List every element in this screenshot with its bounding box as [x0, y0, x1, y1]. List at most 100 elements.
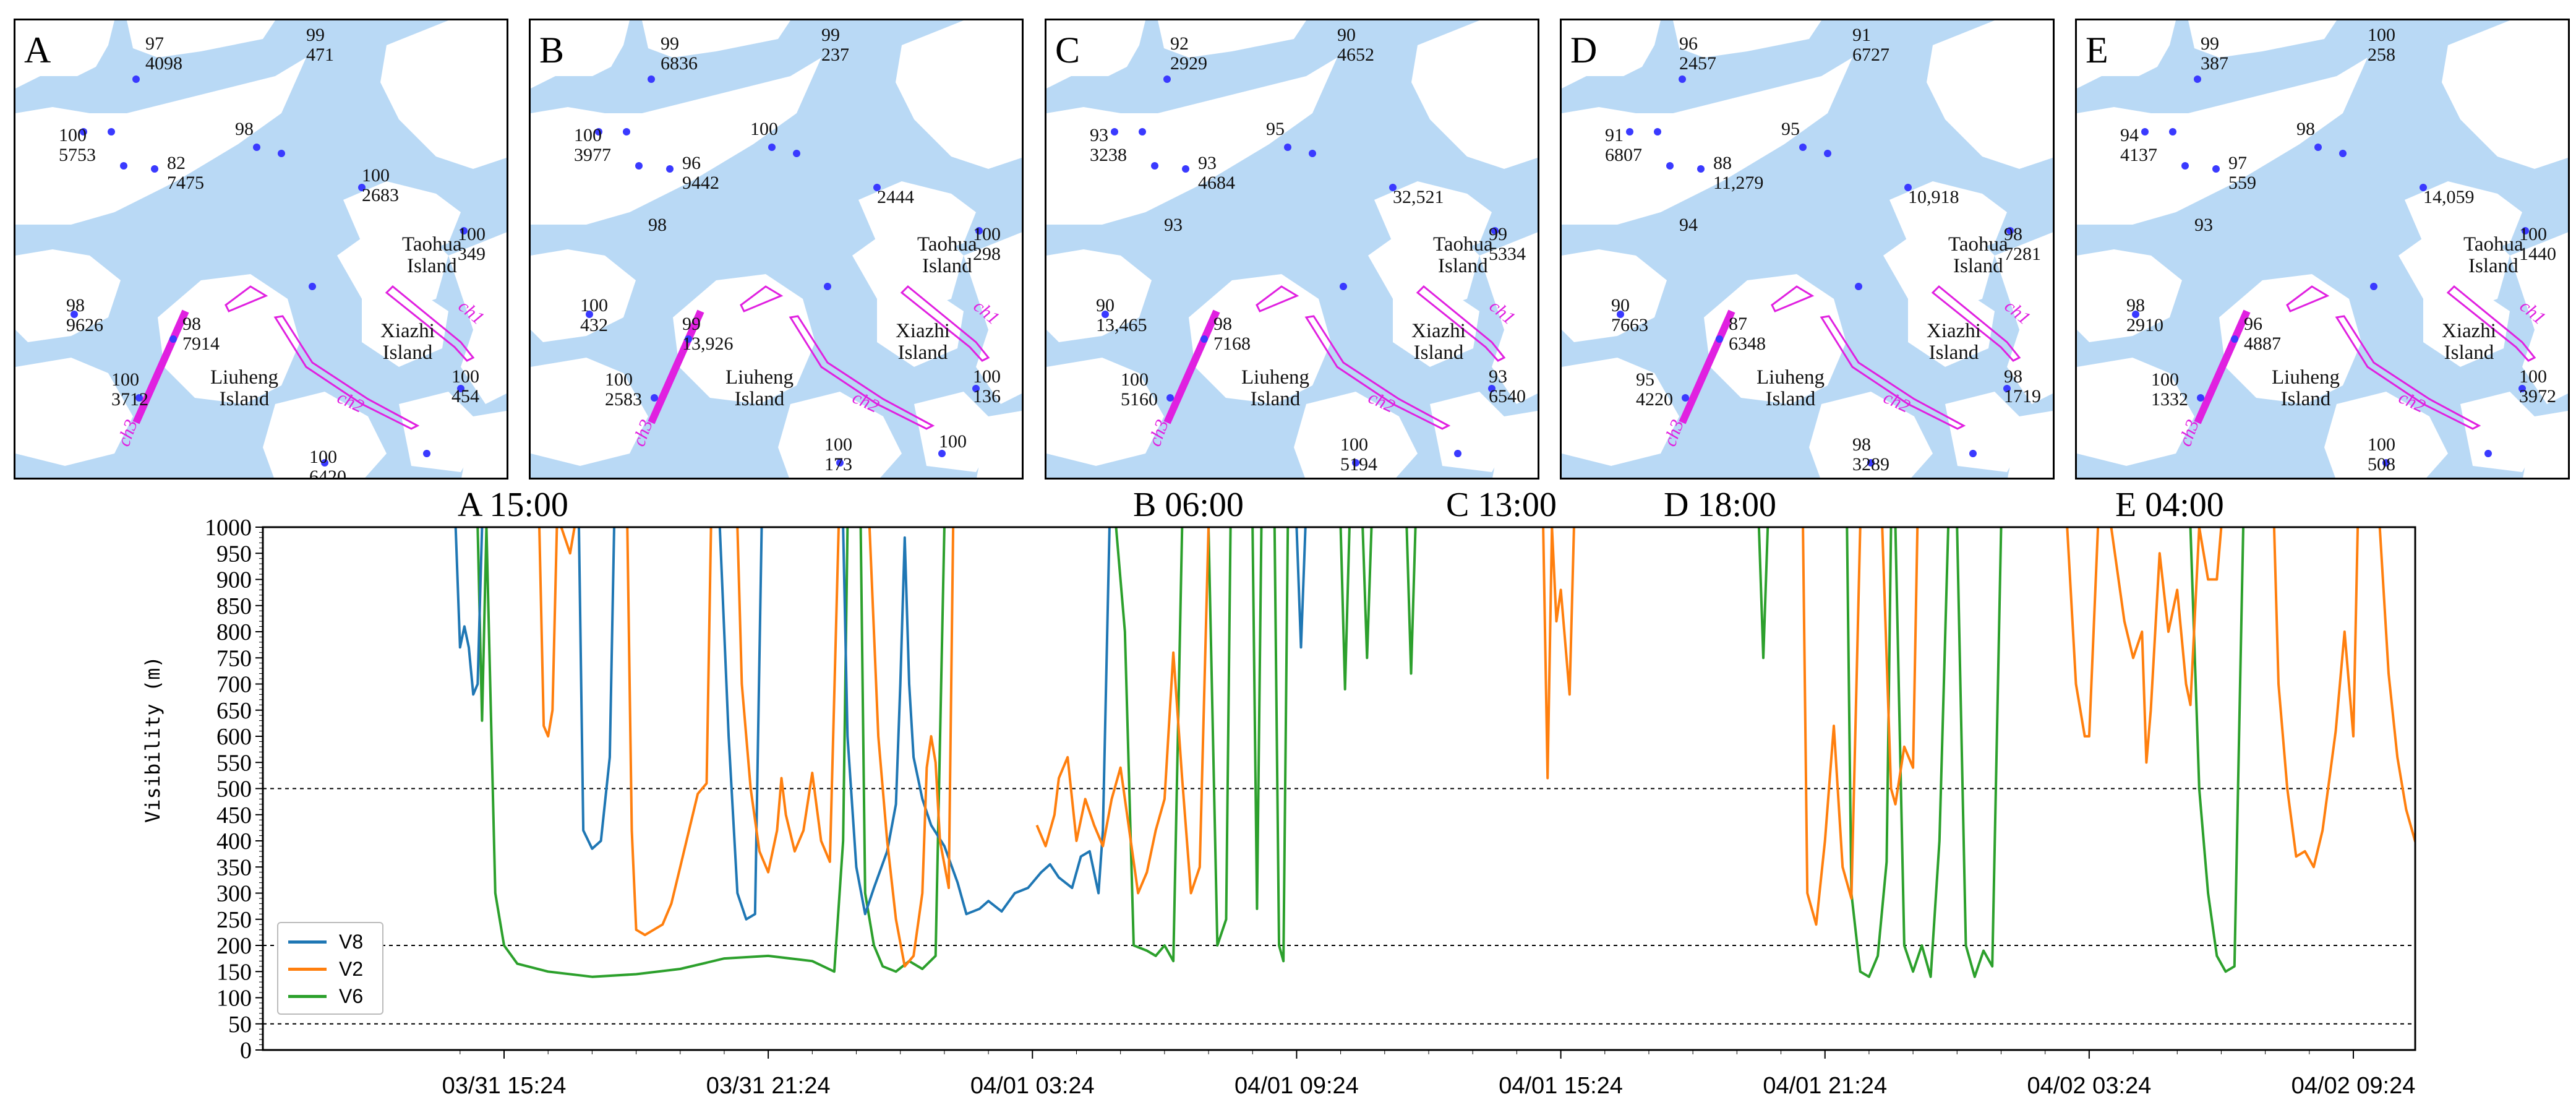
station-dot — [873, 184, 881, 191]
station-dot — [1340, 283, 1347, 290]
station-annotation: 99 471 — [306, 25, 334, 65]
station-dot — [321, 459, 328, 467]
station-dot — [648, 75, 655, 83]
station-annotation: 95 4220 — [1636, 369, 1673, 410]
station-annotation: 100 508 — [2368, 434, 2395, 475]
station-annotation: 100 258 — [2368, 25, 2395, 65]
station-dot — [2370, 283, 2377, 290]
station-dot — [1488, 385, 1496, 392]
map-panel-letter: D — [1570, 30, 1598, 71]
station-annotation: 100 5194 — [1340, 434, 1377, 475]
station-annotation: 96 4887 — [2244, 314, 2281, 354]
station-dot — [1182, 165, 1189, 173]
station-dot — [1139, 128, 1146, 136]
y-axis-label: Visibility (m) — [141, 656, 165, 823]
series-v8-line — [842, 527, 1111, 916]
liuheng-island-label: Liuheng Island — [725, 366, 794, 410]
series-v6-line — [1339, 527, 1351, 691]
station-dot — [120, 162, 127, 170]
station-annotation: 94 — [1679, 215, 1698, 235]
legend-label-v2: V2 — [339, 958, 364, 980]
legend-item-v8: V8 — [278, 929, 383, 954]
y-tick-label: 50 — [228, 1012, 252, 1038]
taohua-island-label: Taohua Island — [2463, 233, 2523, 277]
x-tick-label: 03/31 21:24 — [706, 1073, 831, 1099]
station-dot — [1969, 450, 1977, 457]
y-tick-label: 600 — [216, 724, 252, 750]
station-annotation: 100 349 — [458, 224, 486, 264]
station-dot — [1102, 311, 1109, 318]
station-dot — [975, 227, 983, 234]
y-tick-label: 100 — [216, 986, 252, 1012]
map-land-svg — [2077, 20, 2568, 478]
map-land-svg — [1046, 20, 1538, 478]
map-land-svg — [531, 20, 1022, 478]
station-dot — [2194, 75, 2201, 83]
series-v6-line — [1757, 527, 1769, 660]
station-dot — [1454, 450, 1461, 457]
y-tick-label: 500 — [216, 777, 252, 802]
station-annotation: 97 559 — [2228, 153, 2256, 193]
station-dot — [1352, 459, 1359, 467]
station-annotation: 100 298 — [973, 224, 1001, 264]
liuheng-island-label: Liuheng Island — [1241, 366, 1309, 410]
station-dot — [151, 165, 158, 173]
station-annotation: 32,521 — [1393, 187, 1444, 207]
station-annotation: 93 4684 — [1198, 153, 1235, 193]
station-dot — [1284, 144, 1291, 151]
y-tick-label: 150 — [216, 959, 252, 985]
taohua-island-label: Taohua Island — [917, 233, 977, 277]
station-dot — [1166, 394, 1174, 402]
station-dot — [1716, 335, 1723, 343]
station-dot — [423, 450, 430, 457]
station-annotation: 94 4137 — [2120, 125, 2157, 165]
station-annotation: 93 3238 — [1090, 125, 1127, 165]
xiazhi-island-label: Xiazhi Island — [380, 320, 435, 364]
station-annotation: 99 387 — [2201, 33, 2228, 74]
y-tick-label: 700 — [216, 672, 252, 698]
series-v2-line — [1802, 527, 1862, 926]
station-dot — [2181, 162, 2189, 170]
map-land-svg — [1562, 20, 2053, 478]
station-dot — [938, 450, 946, 457]
station-annotation: 93 — [1164, 215, 1183, 235]
series-v6-line — [2521, 527, 2530, 642]
series-v6-line — [2420, 527, 2468, 956]
y-tick-label: 300 — [216, 881, 252, 907]
station-annotation: 98 2910 — [2126, 295, 2163, 335]
station-dot — [635, 162, 643, 170]
station-annotation: 99 13,926 — [682, 314, 734, 354]
station-annotation: 98 1719 — [2004, 366, 2041, 407]
station-dot — [253, 144, 260, 151]
station-dot — [768, 144, 776, 151]
series-v2-line — [1881, 527, 1919, 806]
series-v8-line — [454, 527, 484, 696]
station-annotation: 99 6836 — [661, 33, 698, 74]
station-dot — [132, 75, 140, 83]
series-v8-line — [1295, 527, 1307, 649]
station-dot — [71, 311, 78, 318]
station-annotation: 93 — [2194, 215, 2213, 235]
station-dot — [457, 385, 464, 392]
station-annotation: 100 5160 — [1121, 369, 1158, 410]
taohua-island-label: Taohua Island — [402, 233, 462, 277]
map-land-svg — [15, 20, 507, 478]
station-dot — [1867, 459, 1875, 467]
station-dot — [169, 335, 177, 343]
station-annotation: 100 6420 — [309, 447, 346, 480]
station-dot — [685, 335, 692, 343]
station-annotation: 92 2929 — [1170, 33, 1207, 74]
x-tick-label: 04/02 03:24 — [2027, 1073, 2151, 1099]
series-v6-line — [1894, 527, 1949, 978]
station-annotation: 95 — [1266, 119, 1285, 139]
station-dot — [80, 128, 87, 136]
station-annotation: 97 4098 — [145, 33, 182, 74]
station-annotation: 91 6807 — [1605, 125, 1642, 165]
station-annotation: 100 — [750, 119, 778, 139]
x-tick-label: 03/31 15:24 — [442, 1073, 567, 1099]
y-tick-label: 400 — [216, 828, 252, 854]
series-v2-line — [626, 527, 712, 937]
series-v2-line — [736, 527, 840, 874]
x-tick-label: 04/01 21:24 — [1763, 1073, 1887, 1099]
station-dot — [1855, 283, 1862, 290]
